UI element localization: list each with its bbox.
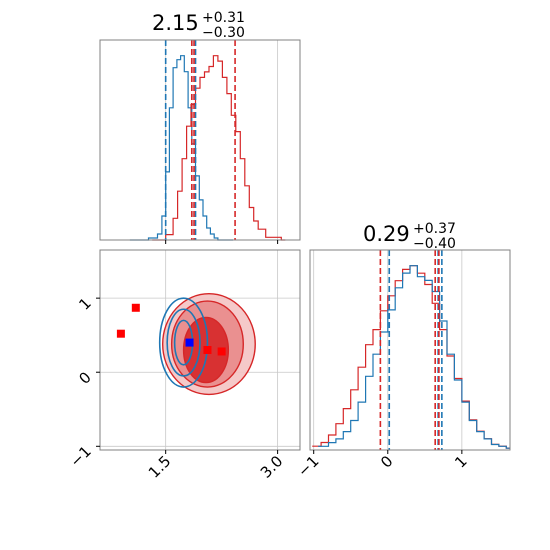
red-marker-1 bbox=[131, 303, 140, 312]
param2-xtick-label-0: −1 bbox=[294, 452, 322, 480]
red-marker-2 bbox=[203, 346, 212, 354]
param2-hist-red bbox=[312, 265, 511, 449]
joint-xtick-label-1: 3.0 bbox=[257, 452, 287, 482]
joint-xtick-label-0: 1.5 bbox=[145, 452, 175, 482]
joint-frame bbox=[99, 249, 301, 451]
param2-xtick-label-1: 0 bbox=[377, 452, 396, 471]
param2-xtick-label-2: 1 bbox=[451, 452, 470, 471]
red-marker-0 bbox=[116, 329, 125, 338]
param1-title-value: 2.15 bbox=[152, 11, 199, 35]
param1-title-minus: −0.30 bbox=[202, 25, 245, 41]
blue-marker-0 bbox=[185, 338, 194, 347]
red-marker-3 bbox=[217, 347, 226, 356]
param2-title-minus: −0.40 bbox=[413, 236, 456, 252]
joint-ytick-label-2: 1 bbox=[75, 294, 94, 313]
blue-contour-1 bbox=[166, 308, 201, 377]
joint-ytick-label-0: −1 bbox=[66, 442, 94, 470]
joint-ytick-label-1: 0 bbox=[75, 368, 94, 387]
param1-hist-blue bbox=[129, 55, 234, 241]
marginal-param1-frame bbox=[99, 39, 301, 241]
param2-title-value: 0.29 bbox=[363, 222, 410, 246]
marginal-param2-panel bbox=[309, 249, 511, 451]
marginal-param2-frame bbox=[309, 249, 511, 451]
param1-title-plus: +0.31 bbox=[202, 10, 245, 26]
param2-title-plus: +0.37 bbox=[413, 221, 456, 237]
param2-hist-blue bbox=[318, 265, 511, 449]
marginal-param1-panel bbox=[99, 39, 301, 241]
blue-contour-0 bbox=[158, 297, 209, 388]
joint-panel bbox=[99, 249, 301, 451]
param1-hist-red bbox=[152, 55, 286, 241]
